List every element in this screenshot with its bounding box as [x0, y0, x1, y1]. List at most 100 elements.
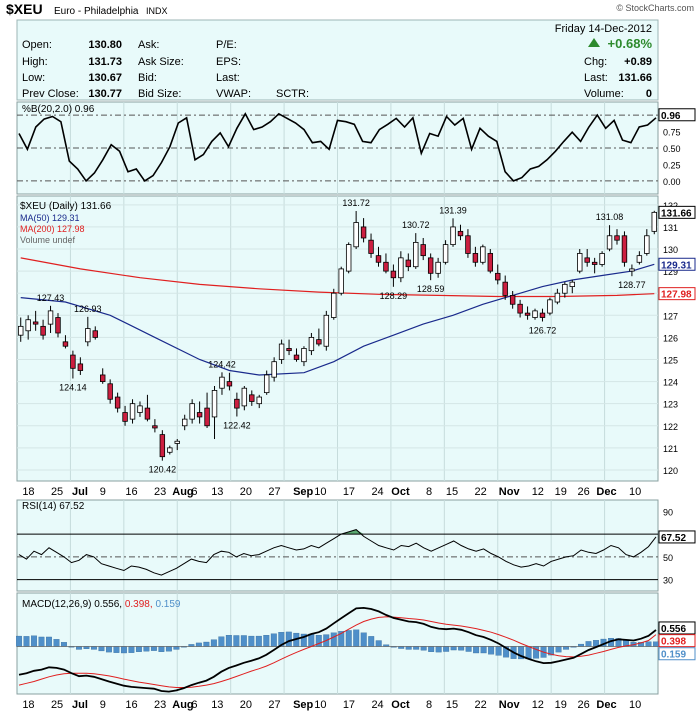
candle-body [70, 354, 76, 369]
candle-body [189, 403, 195, 420]
candle-body [204, 407, 210, 427]
candle-body [114, 396, 121, 409]
macd-histogram-bar [405, 646, 412, 650]
candle-body [159, 434, 166, 458]
x-tick-label: Nov [499, 699, 521, 711]
macd-histogram-bar [473, 646, 480, 654]
pctb-last-badge: 0.96 [661, 111, 681, 122]
candle-body [569, 281, 575, 287]
macd-histogram-bar [120, 646, 127, 654]
quote-label: Prev Close: [22, 88, 79, 100]
ma200-legend: MA(200) 127.98 [20, 224, 85, 234]
macd-histogram-bar [458, 646, 465, 651]
candle-body [77, 363, 84, 371]
candle-body [316, 339, 322, 345]
x-tick-label: 23 [154, 699, 166, 711]
macd-histogram-bar [135, 646, 142, 652]
x-tick-label: 22 [474, 486, 486, 498]
candle-body [398, 257, 404, 279]
x-tick-label: 10 [629, 699, 641, 711]
quote-value: +0.89 [624, 56, 652, 68]
price-title: $XEU (Daily) 131.66 [20, 201, 112, 212]
candle-body [241, 387, 248, 407]
candle-body [92, 330, 98, 338]
x-tick-label: Sep [293, 699, 313, 711]
macd-histogram-bar [368, 636, 375, 647]
x-tick-label: 20 [240, 486, 252, 498]
candle-body [338, 268, 344, 294]
x-tick-label: 24 [371, 699, 383, 711]
credit: © StockCharts.com [616, 3, 694, 13]
macd-histogram-bar [105, 646, 112, 653]
candle-body [32, 321, 39, 325]
candle-body [40, 325, 46, 336]
price-annotation: 124.14 [59, 382, 87, 392]
price-tick: 127 [663, 311, 678, 321]
candle-body [301, 348, 307, 363]
candle-body [152, 425, 158, 429]
quote-value: 130.67 [88, 72, 122, 84]
pctb-tick: 0.75 [663, 128, 681, 138]
candle-body [353, 222, 359, 248]
ma50-badge-box [658, 257, 696, 271]
macd-histogram-bar [563, 646, 570, 650]
macd-histogram-bar [90, 646, 97, 650]
macd-histogram-bar [210, 639, 217, 647]
quote-table: Open: 130.80 High: 131.73 Low: 130.67 Prev Clo… [22, 39, 652, 100]
candle-body [18, 325, 24, 336]
macd-histogram-bar [443, 646, 450, 652]
pctb-title: %B(20,2.0) 0.96 [22, 104, 95, 115]
candle-body [435, 261, 441, 274]
macd-histogram-bar [16, 635, 22, 647]
candle-body [539, 312, 546, 318]
ma200-badge: 127.98 [661, 290, 692, 301]
candle-body [174, 440, 180, 444]
quote-label: Ask: [138, 39, 159, 51]
up-arrow-icon [588, 38, 600, 47]
ma50-line [20, 263, 655, 376]
quote-label: Bid: [138, 72, 157, 84]
price-tick: 130 [663, 245, 678, 255]
pctb-panel: %B(20,2.0) 0.961.000.750.500.250.000.96 [16, 101, 696, 195]
pctb-last-badge-box [658, 108, 696, 122]
macd-hist-badge-box [658, 647, 696, 661]
price-tick: 123 [663, 400, 678, 410]
x-tick-label: 20 [240, 699, 252, 711]
candle-body [480, 246, 486, 263]
candle-body [599, 253, 605, 265]
quote-panel [16, 19, 659, 101]
x-tick-label: 25 [51, 486, 63, 498]
quote-label: Ask Size: [138, 56, 184, 68]
x-tick-label: 19 [555, 699, 567, 711]
candle-body [100, 374, 106, 382]
candle-body [249, 394, 255, 402]
macd-histogram-bar [165, 646, 172, 652]
candle-body [629, 268, 635, 272]
x-tick-label: 15 [446, 699, 458, 711]
macd-histogram-bar [270, 633, 277, 647]
ma50-badge: 129.31 [661, 260, 692, 271]
candle-body [85, 328, 91, 343]
price-annotation: 127.43 [37, 293, 65, 303]
price-tick: 121 [663, 444, 678, 454]
macd-histogram-bar [203, 641, 210, 647]
quote-label: P/E: [216, 39, 237, 51]
rsi-tick: 30 [663, 576, 673, 586]
x-tick-label: 23 [154, 486, 166, 498]
quote-label: EPS: [216, 56, 241, 68]
x-tick-label: 9 [100, 486, 106, 498]
macd-histogram-bar [113, 646, 120, 653]
macd-histogram-bar [375, 640, 382, 647]
candle-body [226, 381, 233, 387]
price-annotation: 128.77 [618, 280, 646, 290]
price-annotation: 122.42 [223, 420, 251, 430]
price-annotation: 126.93 [74, 304, 102, 314]
candle-body [122, 412, 128, 422]
price-tick: 131 [663, 223, 678, 233]
macd-histogram-bar [488, 646, 495, 655]
candle-body [472, 253, 479, 263]
candle-body [636, 255, 643, 263]
x-tick-label: 27 [268, 486, 280, 498]
quote-label: Volume: [584, 88, 624, 100]
candle-body [606, 235, 613, 250]
